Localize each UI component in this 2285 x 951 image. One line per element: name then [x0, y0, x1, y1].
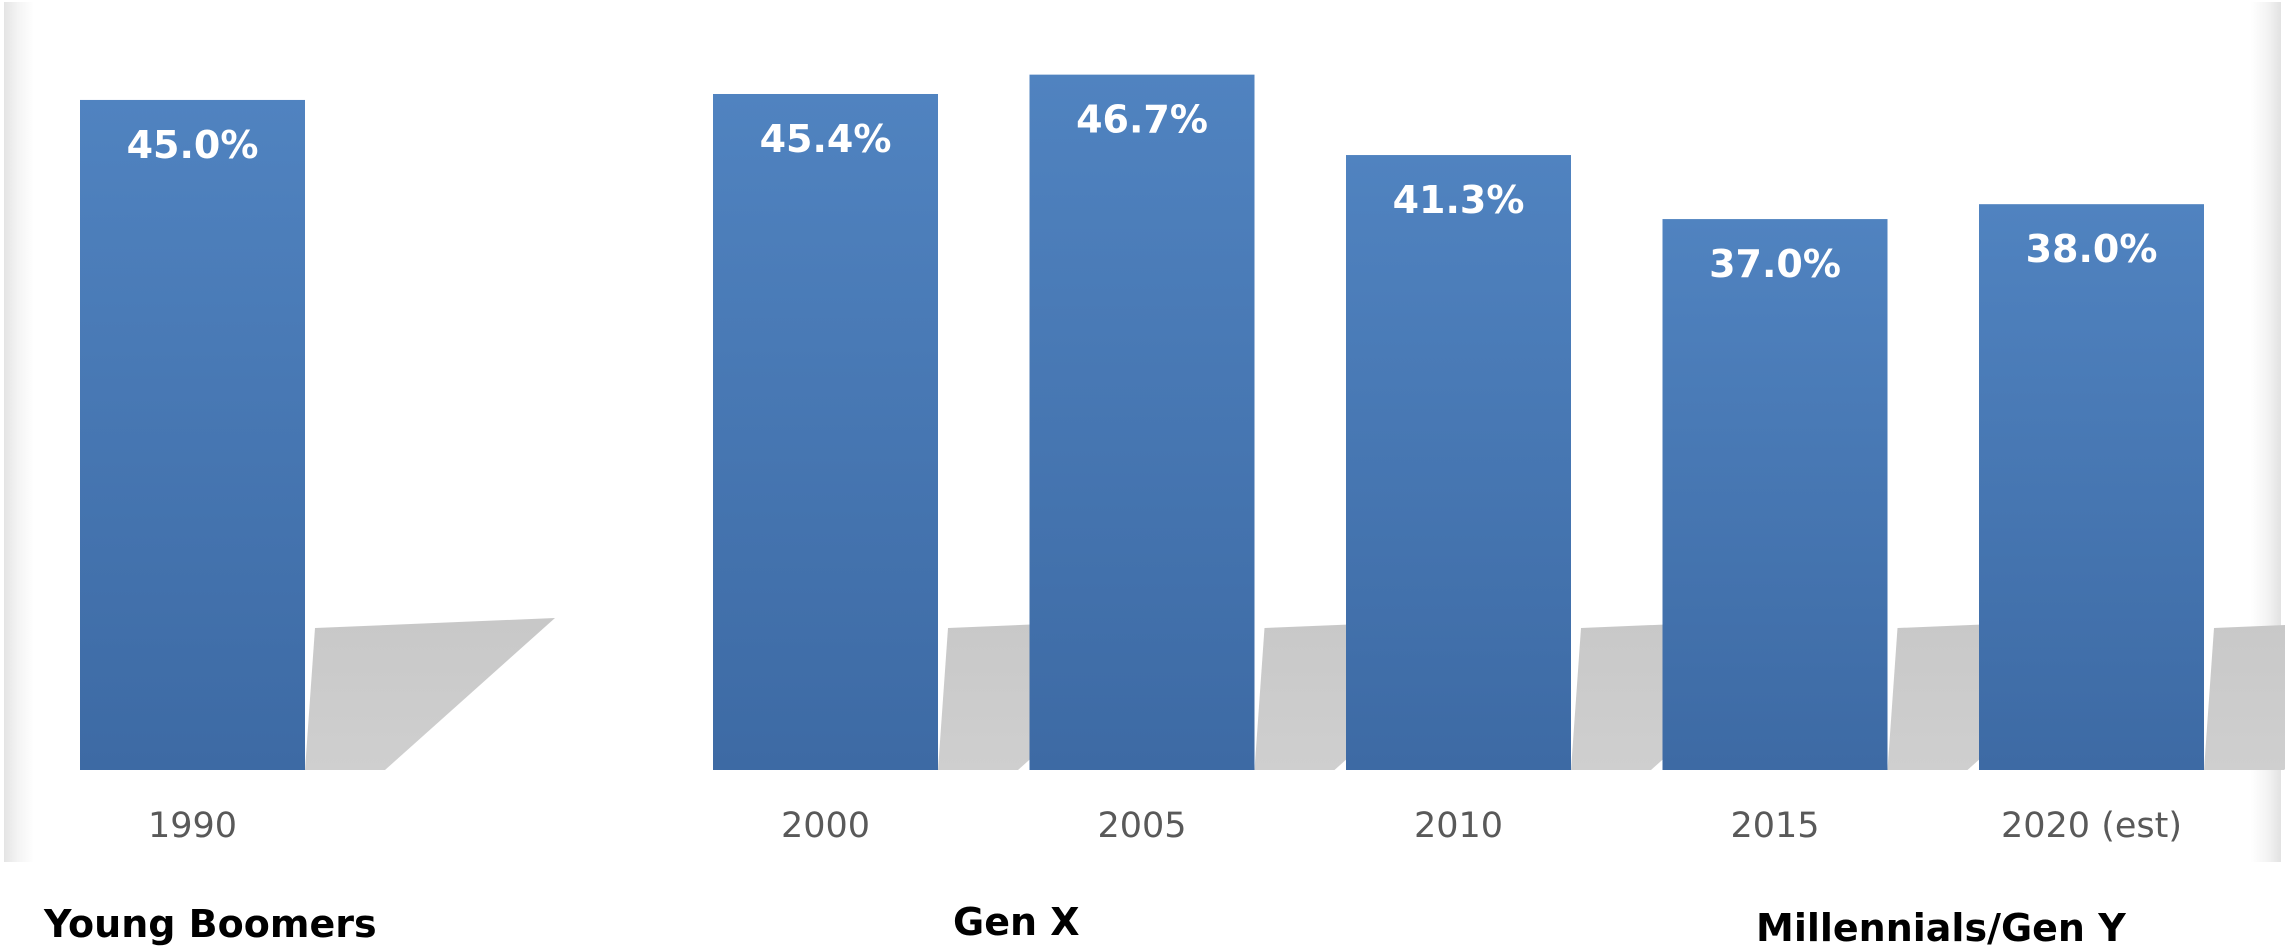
- bars-group: [80, 74, 2204, 771]
- bar-shadow-2020-est: [2204, 625, 2285, 770]
- data-labels-group: 45.0% 45.4% 46.7% 41.3% 37.0% 38.0%: [127, 98, 2158, 286]
- x-tick-2015: 2015: [1730, 806, 1819, 846]
- x-tick-2010: 2010: [1414, 806, 1503, 846]
- data-label-1990: 45.0%: [127, 123, 259, 167]
- bar-2020-est: [1979, 204, 2204, 770]
- x-tick-1990: 1990: [148, 806, 237, 846]
- data-label-2015: 37.0%: [1709, 242, 1841, 286]
- data-label-2005: 46.7%: [1076, 98, 1208, 142]
- bar-shadow-1990: [305, 618, 555, 770]
- data-label-2000: 45.4%: [760, 117, 892, 161]
- group-label-young-boomers: Young Boomers: [44, 902, 377, 946]
- x-tick-labels-group: 1990 2000 2005 2010 2015 2020 (est): [148, 806, 2182, 846]
- group-label-millennials: Millennials/Gen Y: [1756, 906, 2126, 950]
- data-label-2010: 41.3%: [1393, 178, 1525, 222]
- bar-chart: 45.0% 45.4% 46.7% 41.3% 37.0% 38.0% 1990 2000 2…: [80, 74, 2285, 846]
- group-label-gen-x: Gen X: [953, 900, 1080, 944]
- data-label-2020-est: 38.0%: [2026, 227, 2158, 271]
- x-tick-2000: 2000: [781, 806, 870, 846]
- x-tick-2020-est: 2020 (est): [2001, 806, 2182, 846]
- bar-2015: [1662, 219, 1888, 770]
- bar-2000: [713, 93, 938, 770]
- bar-2005: [1029, 74, 1255, 770]
- bar-1990: [80, 99, 305, 770]
- x-tick-2005: 2005: [1097, 806, 1186, 846]
- bar-2010: [1346, 155, 1571, 771]
